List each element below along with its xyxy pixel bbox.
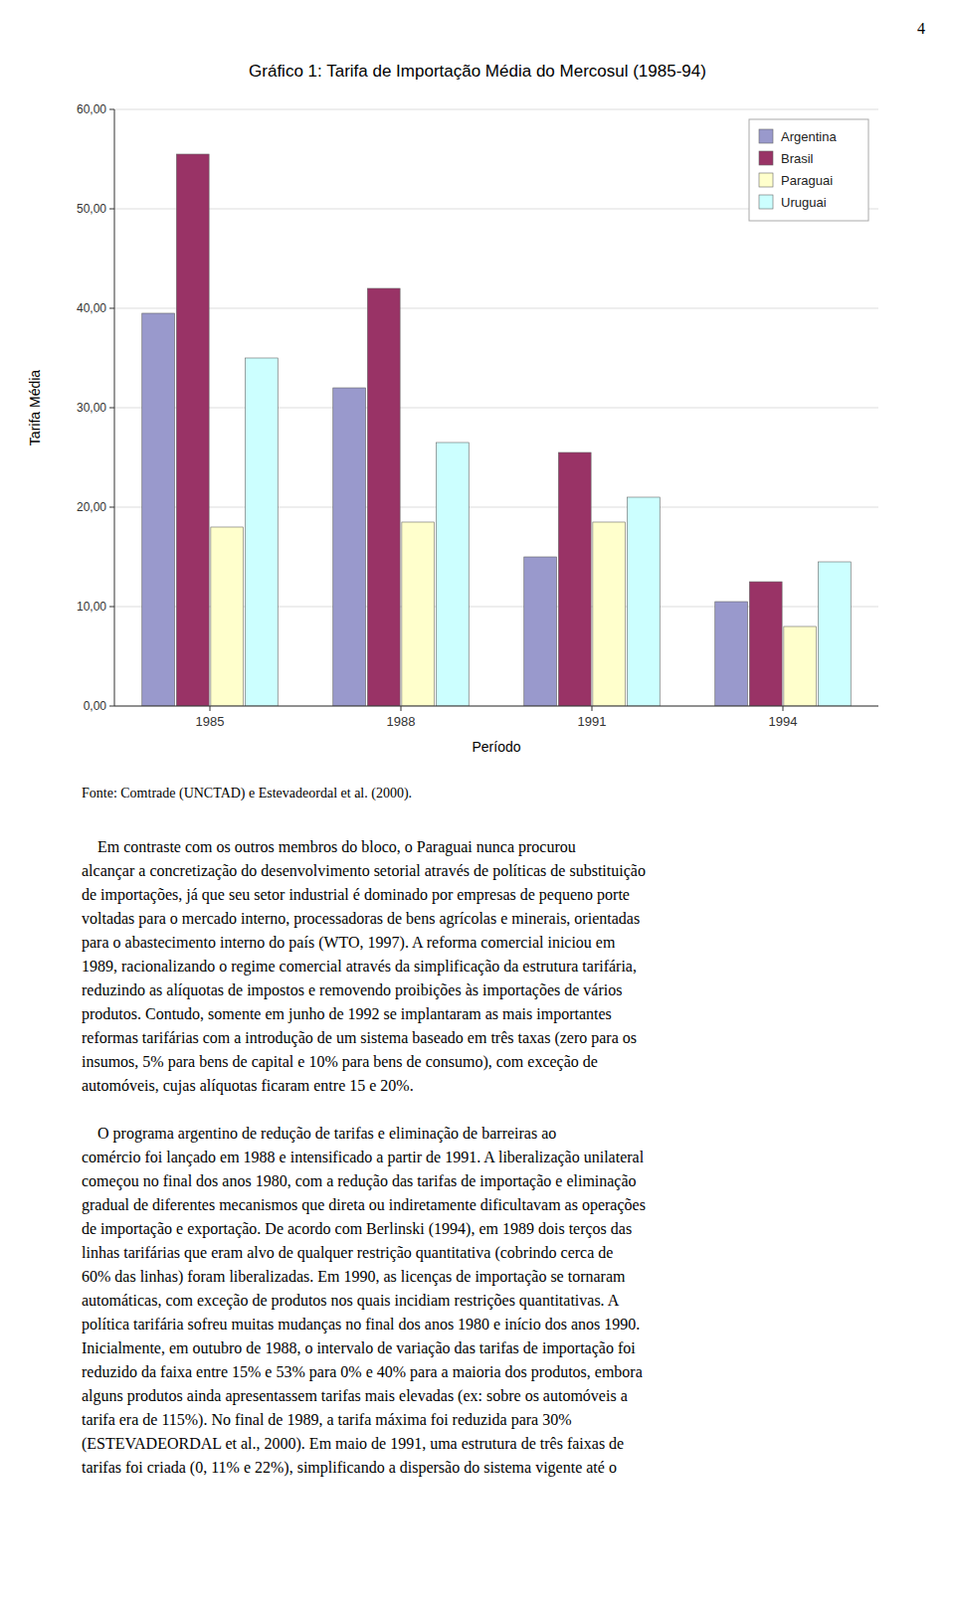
- body-line: para o abastecimento interno do país (WT…: [81, 931, 898, 955]
- body-line: automáticas, com exceção de produtos nos…: [81, 1289, 898, 1314]
- body-line: reformas tarifárias com a introdução de …: [81, 1026, 898, 1051]
- x-tick: [782, 706, 784, 712]
- bar: [176, 154, 209, 707]
- bar: [626, 497, 660, 707]
- y-tick-label: 60,00: [76, 102, 107, 117]
- bar: [210, 527, 244, 707]
- body-line: Inicialmente, em outubro de 1988, o inte…: [81, 1337, 898, 1361]
- y-tick-label: 40,00: [76, 301, 107, 316]
- bars: [142, 154, 852, 707]
- body-line: insumos, 5% para bens de capital e 10% p…: [81, 1050, 898, 1075]
- body-line: gradual de diferentes mecanismos que dir…: [81, 1193, 898, 1218]
- x-tick: [209, 706, 211, 712]
- y-tick: [109, 407, 115, 409]
- y-axis-label: Tarifa Média: [26, 370, 43, 446]
- body-line: de importações, já que seu setor industr…: [81, 883, 898, 908]
- bar: [558, 452, 591, 707]
- bar: [715, 601, 749, 707]
- y-tick-label: 20,00: [76, 500, 107, 515]
- legend-swatch: [759, 194, 773, 209]
- x-axis: [114, 706, 879, 708]
- x-tick-label: 1988: [386, 714, 416, 730]
- body-line: 1989, racionalizando o regime comercial …: [81, 955, 898, 979]
- chart: 0,00 10,00 20,00 30,00 40,00 50,00 60,00 1985 19…: [0, 94, 955, 771]
- body-line: de importação e exportação. De acordo co…: [81, 1217, 898, 1242]
- legend-box: [749, 119, 869, 221]
- legend-swatch: [759, 173, 773, 188]
- page-number: 4: [917, 19, 926, 38]
- legend-label: Brasil: [780, 151, 814, 167]
- y-axis: [114, 109, 116, 707]
- body-line: política tarifária sofreu muitas mudança…: [81, 1313, 898, 1337]
- body-line: alcançar a concretização do desenvolvime…: [81, 859, 898, 884]
- bar: [524, 557, 558, 707]
- x-axis-label: Período: [471, 739, 521, 756]
- bar: [592, 522, 626, 707]
- y-tick: [109, 606, 115, 608]
- grid-line: [114, 706, 879, 708]
- y-tick: [109, 706, 115, 708]
- grid-line: [114, 308, 879, 310]
- body-line: alguns produtos ainda apresentassem tari…: [81, 1384, 898, 1409]
- body-line: começou no final dos anos 1980, com a re…: [81, 1169, 898, 1194]
- grid-line: [114, 407, 879, 409]
- y-tick-label: 30,00: [76, 400, 107, 415]
- body-line: tarifa era de 115%). No final de 1989, a…: [81, 1408, 898, 1433]
- bar: [367, 288, 400, 707]
- body-line: automóveis, cujas alíquotas ficaram entr…: [81, 1074, 898, 1099]
- y-tick: [109, 308, 115, 310]
- source-note: Fonte: Comtrade (UNCTAD) e Estevadeordal…: [81, 785, 412, 802]
- y-tick: [109, 507, 115, 509]
- y-tick: [109, 208, 115, 210]
- body-line: O programa argentino de redução de tarif…: [81, 1122, 898, 1146]
- body-line: comércio foi lançado em 1988 e intensifi…: [81, 1146, 898, 1170]
- legend-label: Argentina: [780, 129, 837, 145]
- body-line: (ESTEVADEORDAL et al., 2000). Em maio de…: [81, 1432, 898, 1457]
- y-tick-label: 50,00: [76, 201, 107, 216]
- body-line: reduzido da faixa entre 15% e 53% para 0…: [81, 1360, 898, 1385]
- x-tick: [400, 706, 402, 712]
- grid-line: [114, 507, 879, 509]
- body-line: produtos. Contudo, somente em junho de 1…: [81, 1002, 898, 1027]
- bar: [435, 442, 469, 707]
- body-line: reduzindo as alíquotas de impostos e rem…: [81, 978, 898, 1003]
- body-line: linhas tarifárias que eram alvo de qualq…: [81, 1241, 898, 1266]
- bar: [783, 626, 817, 707]
- bar: [749, 581, 782, 707]
- bar: [244, 358, 278, 707]
- body-paragraph: Em contraste com os outros membros do bl…: [81, 835, 898, 1099]
- chart-title: Gráfico 1: Tarifa de Importação Média do…: [0, 61, 955, 82]
- bar: [817, 562, 851, 707]
- x-tick: [591, 706, 593, 712]
- legend-label: Paraguai: [780, 173, 833, 189]
- body-paragraph: O programa argentino de redução de tarif…: [81, 1122, 898, 1481]
- y-tick: [109, 109, 115, 111]
- legend-swatch: [759, 151, 773, 166]
- legend-swatch: [759, 129, 773, 144]
- legend-label: Uruguai: [780, 194, 827, 210]
- legend: Argentina Brasil Paraguai Uruguai: [749, 119, 869, 221]
- bar: [333, 387, 367, 707]
- body-line: tarifas foi criada (0, 11% e 22%), simpl…: [81, 1456, 898, 1481]
- x-tick-label: 1985: [195, 714, 225, 730]
- x-tick-label: 1994: [768, 714, 798, 730]
- grid: [114, 109, 879, 707]
- grid-line: [114, 109, 879, 111]
- bar: [142, 313, 176, 707]
- y-tick-label: 0,00: [83, 699, 108, 714]
- body-line: Em contraste com os outros membros do bl…: [81, 835, 898, 860]
- body-line: 60% das linhas) foram liberalizadas. Em …: [81, 1265, 898, 1290]
- x-tick-label: 1991: [577, 714, 607, 730]
- y-tick-label: 10,00: [76, 599, 107, 614]
- body-line: voltadas para o mercado interno, process…: [81, 907, 898, 932]
- bar: [401, 522, 435, 707]
